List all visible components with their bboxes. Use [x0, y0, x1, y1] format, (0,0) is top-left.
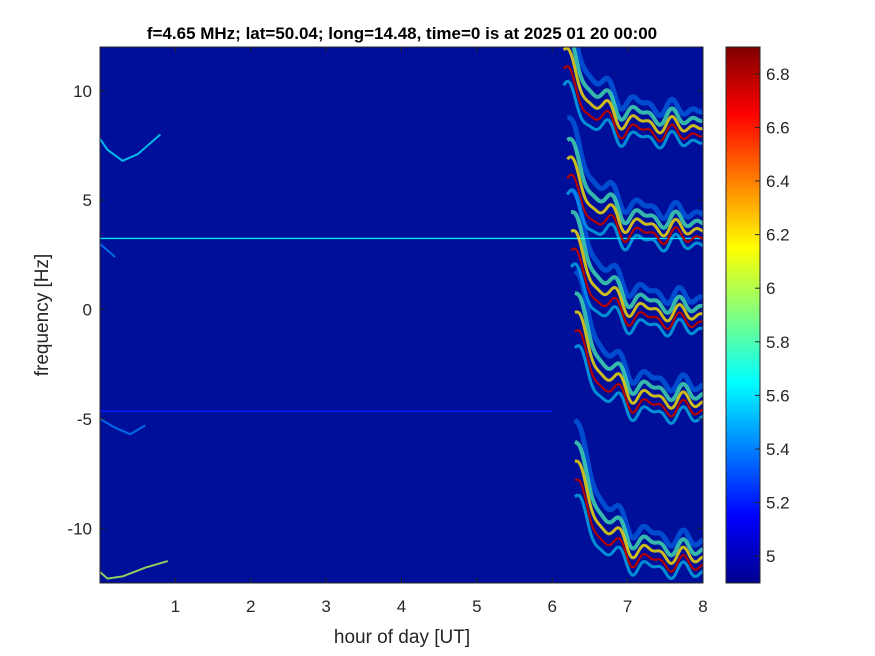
colorbar-tick-label-1: 6.6	[766, 118, 790, 137]
doppler-halo-0-3	[562, 79, 703, 150]
x-tick-label-4: 5	[472, 597, 481, 616]
heatmap-content	[100, 47, 703, 581]
doppler-core-4	[574, 478, 703, 573]
colorbar-tick-label-2: 6.4	[766, 172, 790, 191]
x-axis: 1 2 3 4 5 6 7 8	[171, 47, 708, 616]
colorbar-tick-label-5: 5.8	[766, 333, 790, 352]
faint-trace-3	[100, 243, 116, 258]
doppler-halo-4-1	[574, 440, 703, 558]
x-tick-label-6: 7	[623, 597, 632, 616]
doppler-halo-2-2	[570, 229, 703, 323]
x-tick-label-1: 2	[246, 597, 255, 616]
faint-trace-1	[100, 560, 169, 580]
doppler-trace-1	[566, 115, 703, 253]
doppler-halo-2-0	[570, 187, 703, 307]
y-tick-label-0: 10	[73, 82, 92, 101]
x-tick-label-3: 4	[397, 597, 406, 616]
x-axis-label: hour of day [UT]	[334, 627, 470, 648]
chart-title: f=4.65 MHz; lat=50.04; long=14.48, time=…	[147, 24, 657, 43]
doppler-halo-0-1	[571, 47, 703, 127]
colorbar-axis: 6.8 6.6 6.4 6.2 6 5.8 5.6 5.4 5.2 5	[755, 65, 790, 566]
faint-trace-0	[100, 133, 161, 162]
x-tick-label-7: 8	[698, 597, 707, 616]
doppler-halo-3-2	[574, 310, 703, 410]
colorbar-tick-label-8: 5.2	[766, 494, 790, 513]
doppler-core-0	[562, 65, 703, 143]
x-tick-label-2: 3	[321, 597, 330, 616]
y-axis-label: frequency [Hz]	[32, 254, 53, 377]
doppler-halo-4-0	[573, 418, 703, 549]
doppler-halo-2-3	[569, 262, 703, 338]
colorbar	[725, 46, 761, 584]
x-tick-label-5: 6	[548, 597, 557, 616]
y-tick-label-1: 5	[83, 191, 92, 210]
doppler-halo-4-3	[574, 493, 703, 581]
doppler-halo-1-1	[566, 136, 703, 230]
colorbar-tick-label-3: 6.2	[766, 226, 790, 245]
doppler-halo-3-0	[573, 269, 703, 394]
y-tick-label-3: -5	[77, 410, 92, 429]
faint-trace-2	[100, 418, 146, 436]
colorbar-tick-label-9: 5	[766, 547, 775, 566]
y-axis: 10 5 0 -5 -10	[67, 82, 703, 538]
doppler-halo-0-2	[562, 47, 703, 135]
doppler-halo-3-3	[573, 344, 703, 425]
colorbar-tick-label-0: 6.8	[766, 65, 790, 84]
doppler-trace-2	[569, 187, 703, 338]
doppler-halo-1-2	[566, 155, 703, 238]
doppler-halo-1-3	[566, 188, 703, 253]
doppler-core-1	[566, 173, 703, 246]
doppler-halo-0-0	[574, 47, 703, 119]
doppler-trace-0	[562, 47, 703, 150]
y-tick-label-4: -10	[67, 519, 92, 538]
doppler-halo-2-1	[570, 210, 703, 315]
doppler-trace-4	[573, 418, 703, 581]
colorbar-tick-label-7: 5.4	[766, 440, 790, 459]
doppler-halo-4-2	[574, 459, 703, 565]
colorbar-tick-label-6: 5.6	[766, 386, 790, 405]
colorbar-tick-label-4: 6	[766, 279, 775, 298]
doppler-halo-3-1	[574, 291, 703, 403]
doppler-core-2	[570, 247, 703, 331]
y-tick-label-2: 0	[83, 301, 92, 320]
doppler-halo-1-0	[566, 115, 703, 222]
doppler-trace-3	[573, 269, 703, 425]
x-tick-label-0: 1	[171, 597, 180, 616]
doppler-core-3	[574, 329, 703, 418]
